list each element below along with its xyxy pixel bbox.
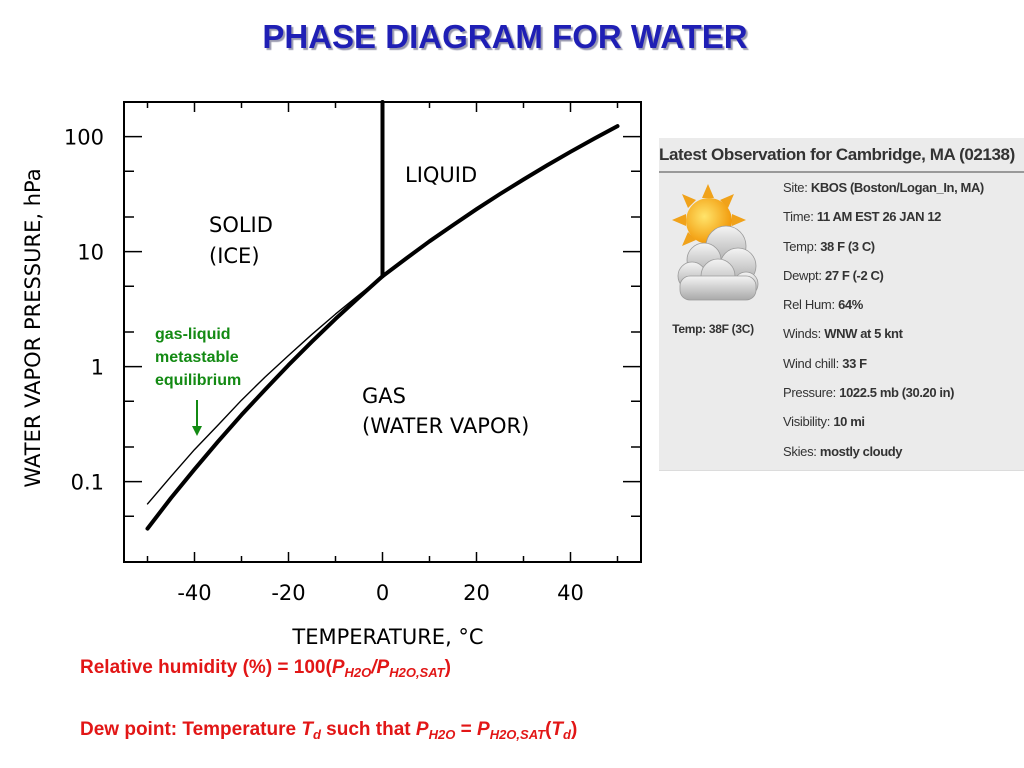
annotation-line-3: equilibrium bbox=[155, 372, 241, 389]
rh-sub-2: H2O,SAT bbox=[389, 665, 445, 680]
dew-prefix: Dew point: Temperature bbox=[80, 719, 302, 740]
observation-label: Temp: bbox=[783, 238, 817, 254]
region-ice-label: (ICE) bbox=[209, 244, 260, 268]
observation-label: Rel Hum: bbox=[783, 297, 835, 313]
observation-row: Temp: 38 F (3 C) bbox=[783, 239, 984, 268]
dew-p: P bbox=[415, 719, 429, 740]
y-tick-label: 1 bbox=[91, 356, 104, 380]
observation-row: Dewpt: 27 F (-2 C) bbox=[783, 268, 984, 297]
x-tick-label: 40 bbox=[557, 581, 584, 605]
dew-t2-sub: d bbox=[563, 727, 571, 742]
annotation-arrow bbox=[192, 400, 202, 436]
rh-close: ) bbox=[444, 657, 451, 678]
dew-sub-2: H2O,SAT bbox=[489, 727, 546, 742]
observation-label: Skies: bbox=[783, 443, 817, 459]
x-tick-labels: -40 -20 0 20 40 bbox=[177, 581, 584, 605]
observation-label: Wind chill: bbox=[783, 355, 839, 371]
phase-curves bbox=[145, 100, 620, 531]
observation-fields: Site: KBOS (Boston/Logan_In, MA) Time: 11… bbox=[783, 180, 984, 473]
observation-row: Pressure: 1022.5 mb (30.20 in) bbox=[783, 385, 984, 414]
observation-row: Site: KBOS (Boston/Logan_In, MA) bbox=[783, 180, 984, 209]
y-axis-title: WATER VAPOR PRESSURE, hPa bbox=[21, 168, 45, 487]
x-tick-label: 20 bbox=[463, 581, 490, 605]
region-solid-label: SOLID bbox=[209, 213, 273, 237]
dew-t: T bbox=[301, 719, 313, 740]
observation-row: Visibility: 10 mi bbox=[783, 414, 984, 443]
phase-diagram-chart: -40 -20 0 20 40 0.1 1 10 100 TEMPERATURE, °C WA… bbox=[21, 100, 642, 649]
observation-value: WNW at 5 knt bbox=[824, 326, 903, 342]
x-axis-title: TEMPERATURE, °C bbox=[291, 625, 483, 649]
annotation-line-2: metastable bbox=[155, 349, 239, 366]
observation-value: mostly cloudy bbox=[819, 443, 903, 459]
dew-close: ) bbox=[570, 719, 578, 740]
observation-value: 38 F (3 C) bbox=[820, 238, 875, 254]
region-water-vapor-label: (WATER VAPOR) bbox=[362, 414, 529, 438]
rh-prefix: Relative humidity (%) = 100( bbox=[80, 657, 332, 678]
observation-label: Time: bbox=[783, 209, 814, 225]
region-liquid-label: LIQUID bbox=[405, 163, 477, 187]
observation-value: 33 F bbox=[842, 355, 867, 371]
y-tick-label: 10 bbox=[77, 241, 104, 265]
dew-p-sat: P bbox=[477, 719, 490, 740]
observation-row: Wind chill: 33 F bbox=[783, 356, 984, 385]
observation-row: Skies: mostly cloudy bbox=[783, 444, 984, 473]
x-tick-label: 0 bbox=[376, 581, 389, 605]
observation-heading: Latest Observation for Cambridge, MA (02… bbox=[659, 145, 1015, 164]
observation-label: Pressure: bbox=[783, 385, 836, 401]
y-tick-label: 0.1 bbox=[71, 471, 104, 495]
observation-value: 27 F (-2 C) bbox=[824, 267, 884, 283]
partly-cloudy-icon bbox=[670, 176, 760, 317]
observation-row: Time: 11 AM EST 26 JAN 12 bbox=[783, 209, 984, 238]
dew-sub-1: H2O bbox=[428, 727, 456, 742]
rh-sub-1: H2O bbox=[344, 665, 372, 680]
rh-slash: / bbox=[371, 657, 377, 678]
heading-divider bbox=[659, 171, 1024, 173]
observation-row: Rel Hum: 64% bbox=[783, 297, 984, 326]
observation-value: 64% bbox=[838, 297, 863, 313]
observation-value: 10 mi bbox=[833, 414, 865, 430]
observation-value: 11 AM EST 26 JAN 12 bbox=[816, 209, 942, 225]
observation-label: Site: bbox=[783, 180, 808, 195]
y-tick-labels: 0.1 1 10 100 bbox=[64, 126, 104, 495]
dew-eq: = bbox=[455, 719, 477, 740]
observation-label: Dewpt: bbox=[783, 267, 822, 283]
y-tick-label: 100 bbox=[64, 126, 104, 150]
observation-label: Winds: bbox=[783, 326, 821, 342]
dew-mid: such that bbox=[320, 719, 416, 740]
observation-row: Winds: WNW at 5 knt bbox=[783, 326, 984, 355]
x-tick-label: -40 bbox=[177, 581, 211, 605]
observation-temp-caption: Temp: 38F (3C) bbox=[672, 322, 754, 336]
x-tick-label: -20 bbox=[271, 581, 305, 605]
observation-value: KBOS (Boston/Logan_In, MA) bbox=[810, 180, 984, 195]
rh-p: P bbox=[331, 657, 345, 678]
dew-t2: T bbox=[551, 719, 564, 740]
rh-p-sat: P bbox=[376, 657, 390, 678]
dew-t-sub: d bbox=[312, 727, 321, 742]
region-gas-label: GAS bbox=[362, 384, 406, 408]
annotation-line-1: gas-liquid bbox=[155, 326, 231, 343]
observation-label: Visibility: bbox=[783, 414, 831, 430]
metastable-line bbox=[146, 275, 384, 505]
observation-value: 1022.5 mb (30.20 in) bbox=[839, 385, 955, 401]
relative-humidity-formula: Relative humidity (%) = 100(PH2O/PH2O,SA… bbox=[80, 657, 451, 680]
weather-observation-panel: Latest Observation for Cambridge, MA (02… bbox=[659, 138, 1024, 471]
slide-title: PHASE DIAGRAM FOR WATER bbox=[262, 18, 748, 55]
dew-open: ( bbox=[545, 719, 552, 740]
dew-point-formula: Dew point: Temperature Td such that PH2O… bbox=[80, 719, 577, 742]
